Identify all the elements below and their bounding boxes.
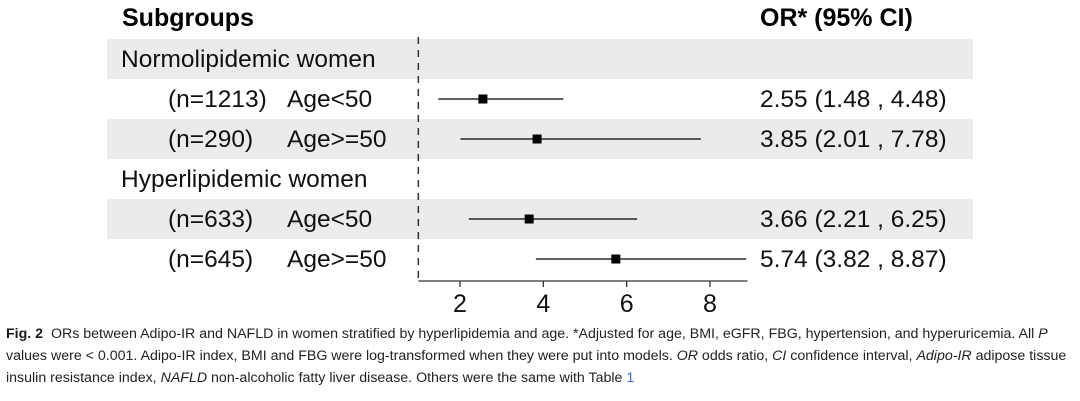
or-values: 2.55 (1.48 , 4.48) 3.85 (2.01 , 7.78) 3.66… xyxy=(760,86,947,273)
age-label: Age<50 xyxy=(287,206,372,233)
caption-p-italic: P xyxy=(1038,326,1048,342)
or-ci-value: 2.55 (1.48 , 4.48) xyxy=(760,86,947,113)
group-label: Normolipidemic women xyxy=(121,46,376,73)
n-label: (n=633) xyxy=(168,206,253,233)
caption-text: odds ratio, xyxy=(697,348,773,364)
group-label: Hyperlipidemic women xyxy=(121,166,367,193)
figure-caption: Fig. 2 ORs between Adipo-IR and NAFLD in… xyxy=(6,323,1074,389)
x-tick-label: 8 xyxy=(703,290,717,318)
x-axis: 2 4 6 8 xyxy=(417,37,748,318)
or-ci-header: OR* (95% CI) xyxy=(760,4,913,32)
n-label: (n=290) xyxy=(168,126,253,153)
caption-text: non-alcoholic fatty liver disease. Other… xyxy=(207,370,627,386)
or-point xyxy=(478,94,488,104)
caption-text: adipose tissue insulin resistance index, xyxy=(6,348,1067,386)
or-point xyxy=(611,254,621,264)
caption-adipo-abbr: Adipo-IR xyxy=(916,348,972,364)
caption-or-abbr: OR xyxy=(676,348,698,364)
ci-marks xyxy=(438,94,747,264)
age-label: Age<50 xyxy=(287,86,372,113)
caption-nafld-abbr: NAFLD xyxy=(160,370,208,386)
subgroups-header: Subgroups xyxy=(122,4,254,32)
age-label: Age>=50 xyxy=(287,246,386,273)
table-link[interactable]: 1 xyxy=(626,370,635,386)
forest-plot: Subgroups OR* (95% CI) Normolipidemic wo… xyxy=(107,4,973,318)
or-ci-value: 3.85 (2.01 , 7.78) xyxy=(760,126,947,153)
or-ci-value: 3.66 (2.21 , 6.25) xyxy=(760,206,947,233)
or-point xyxy=(524,214,534,224)
row-band xyxy=(107,39,973,79)
figure-number: Fig. 2 xyxy=(6,326,44,342)
n-label: (n=645) xyxy=(168,246,253,273)
caption-ci-abbr: CI xyxy=(772,348,787,364)
or-ci-value: 5.74 (3.82 , 8.87) xyxy=(760,246,947,273)
row-labels: Normolipidemic women (n=1213) Age<50 (n=290… xyxy=(121,46,386,273)
caption-text: ORs between Adipo-IR and NAFLD in women … xyxy=(50,326,1039,342)
n-label: (n=1213) xyxy=(168,86,267,113)
or-point xyxy=(532,134,542,144)
x-tick-label: 2 xyxy=(453,290,467,318)
caption-text: confidence interval, xyxy=(786,348,917,364)
age-label: Age>=50 xyxy=(287,126,386,153)
x-tick-label: 4 xyxy=(536,290,550,318)
x-tick-label: 6 xyxy=(620,290,634,318)
caption-text: values were < 0.001. Adipo-IR index, BMI… xyxy=(6,348,677,364)
